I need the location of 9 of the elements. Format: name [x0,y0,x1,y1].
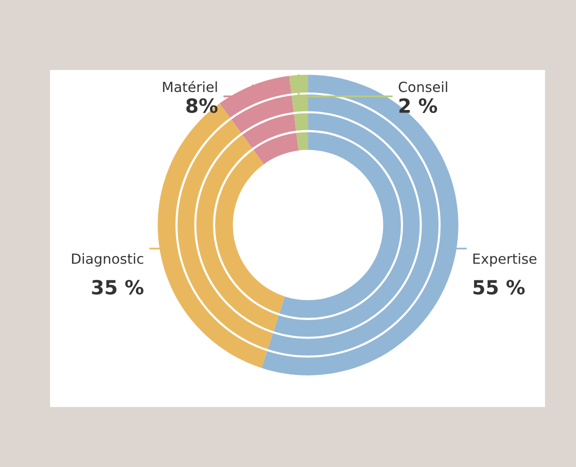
data-label: 35 % [92,280,144,295]
data-label: 55 % [474,280,525,295]
data-label: 2 % [399,98,438,113]
donut-slice [220,76,299,164]
slice-label: Conseil [398,81,448,92]
slice-label: Expertise [473,253,536,267]
slice-label: Matériel [163,80,217,92]
data-label: 8% [186,98,218,113]
slice-label: Diagnostic [72,253,144,267]
